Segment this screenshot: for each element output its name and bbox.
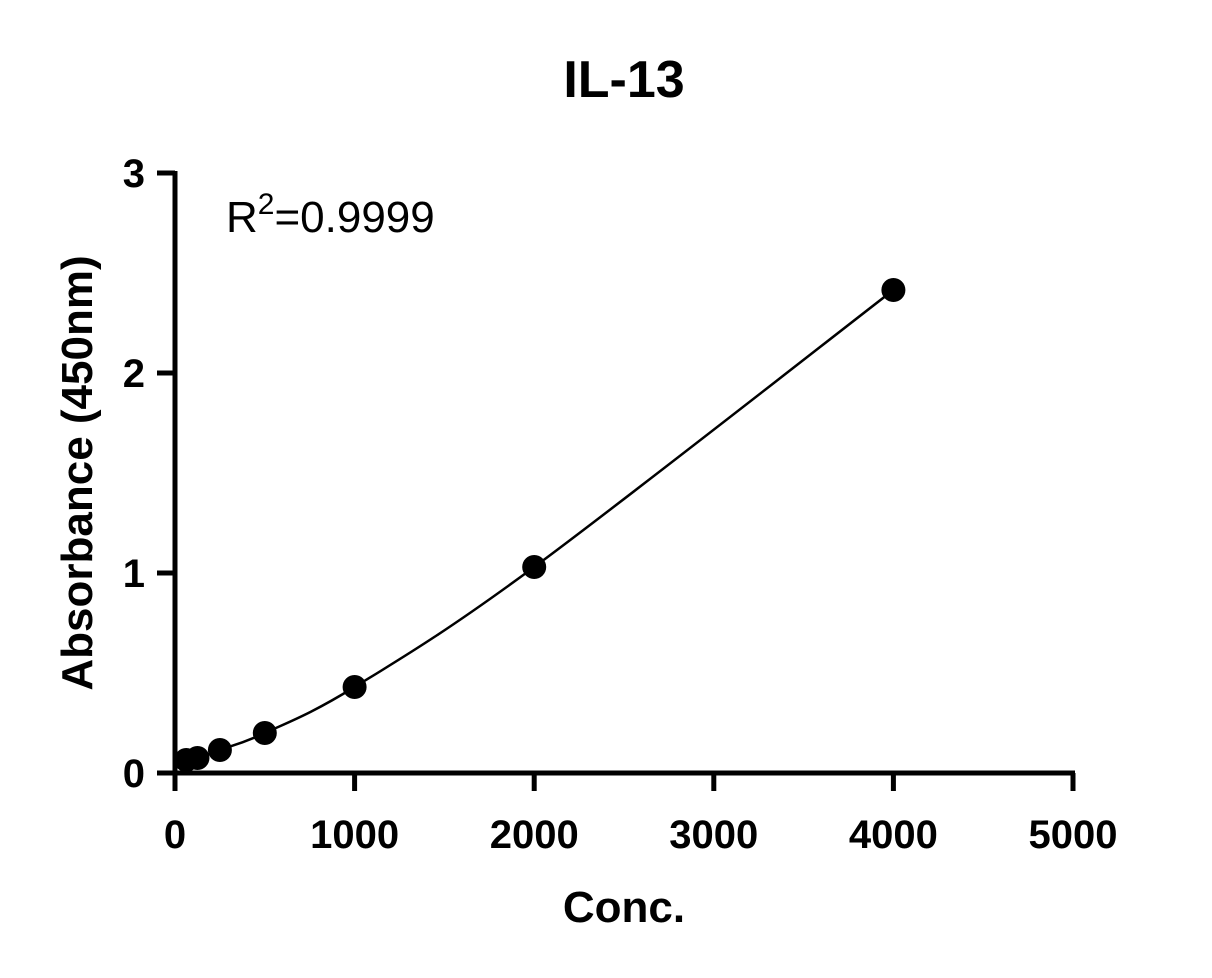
y-tick-label: 2 <box>123 352 145 396</box>
r-squared-annotation: R2=0.9999 <box>226 188 435 242</box>
y-tick-label: 0 <box>123 752 145 796</box>
data-point <box>252 721 277 745</box>
chart-title: IL-13 <box>563 51 684 109</box>
fit-curve <box>186 289 895 762</box>
x-axis-label: Conc. <box>563 883 685 932</box>
x-tick-label: 1000 <box>310 813 399 857</box>
data-point <box>207 738 232 762</box>
r-superscript: 2 <box>258 188 275 221</box>
data-point <box>522 555 547 579</box>
data-point <box>185 746 210 770</box>
x-tick-label: 3000 <box>669 813 758 857</box>
r-label: R <box>226 193 258 242</box>
x-tick-label: 0 <box>164 813 186 857</box>
x-tick-label: 5000 <box>1029 813 1118 857</box>
data-point <box>881 278 906 302</box>
y-tick-label: 3 <box>123 152 145 196</box>
y-axis-label: Absorbance (450nm) <box>53 255 102 690</box>
x-tick-label: 4000 <box>849 813 938 857</box>
x-tick-label: 2000 <box>490 813 579 857</box>
data-point <box>342 675 367 699</box>
y-tick-label: 1 <box>123 552 145 596</box>
r-value: =0.9999 <box>274 193 434 242</box>
